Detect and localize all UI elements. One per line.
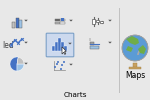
Polygon shape	[138, 45, 146, 54]
Polygon shape	[69, 20, 73, 22]
Polygon shape	[108, 20, 112, 22]
Polygon shape	[24, 63, 28, 64]
Bar	[90, 46, 99, 49]
Bar	[60, 22, 65, 24]
Bar	[54, 22, 60, 24]
Polygon shape	[62, 47, 66, 55]
Polygon shape	[126, 46, 133, 52]
Bar	[129, 67, 141, 69]
Text: Maps: Maps	[125, 71, 145, 80]
Bar	[61, 42, 64, 51]
Bar	[96, 20, 99, 22]
Polygon shape	[108, 42, 112, 44]
Circle shape	[57, 61, 59, 63]
Bar	[92, 19, 95, 24]
Circle shape	[122, 35, 148, 61]
Bar	[100, 21, 103, 23]
FancyBboxPatch shape	[46, 33, 74, 57]
Text: Charts: Charts	[63, 92, 87, 98]
Circle shape	[56, 63, 58, 65]
Text: led: led	[2, 40, 14, 50]
Wedge shape	[17, 64, 24, 71]
Bar	[90, 42, 94, 45]
Bar	[133, 63, 137, 68]
Polygon shape	[133, 76, 137, 78]
Polygon shape	[69, 64, 73, 66]
Bar	[19, 20, 22, 28]
Bar	[60, 18, 63, 20]
Circle shape	[54, 66, 56, 68]
Bar	[58, 38, 61, 51]
Bar	[15, 18, 18, 28]
Polygon shape	[24, 42, 28, 44]
Bar	[60, 19, 65, 21]
Bar	[54, 19, 60, 21]
Polygon shape	[126, 36, 139, 45]
Wedge shape	[17, 57, 24, 64]
Bar	[52, 46, 55, 51]
Polygon shape	[68, 43, 72, 44]
Bar	[64, 46, 67, 51]
Circle shape	[60, 68, 62, 70]
Polygon shape	[24, 20, 28, 22]
Circle shape	[61, 64, 63, 66]
Bar	[12, 22, 15, 28]
Bar	[55, 42, 58, 51]
Wedge shape	[10, 57, 18, 71]
Circle shape	[63, 61, 65, 63]
